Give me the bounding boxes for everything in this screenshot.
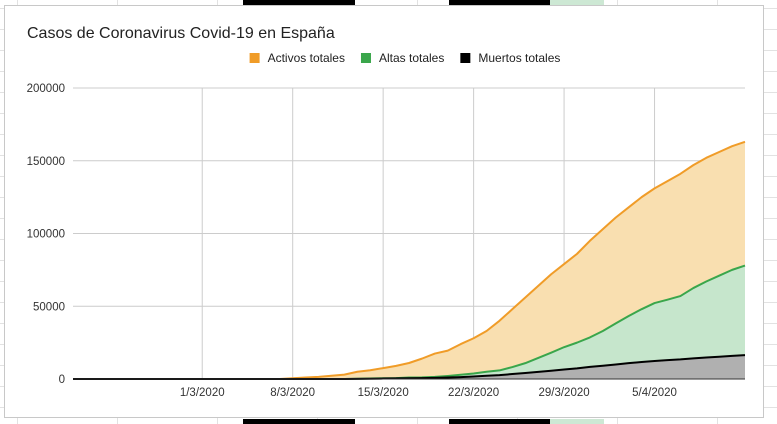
legend-swatch-0 <box>249 53 260 63</box>
spreadsheet-cell-selected <box>449 0 550 5</box>
legend-swatch-2 <box>460 53 471 63</box>
y-tick-label: 50000 <box>33 301 65 313</box>
y-tick-label: 0 <box>59 374 65 386</box>
chart-legend: Activos totales Altas totales Muertos tota… <box>249 51 560 65</box>
legend-label-0: Activos totales <box>268 51 345 65</box>
spreadsheet-cell-selected <box>449 419 550 424</box>
x-tick-label: 1/3/2020 <box>180 387 225 399</box>
x-tick-label: 15/3/2020 <box>358 387 409 399</box>
legend-swatch-1 <box>360 53 371 63</box>
y-tick-label: 150000 <box>27 156 65 168</box>
chart-card[interactable]: Casos de Coronavirus Covid-19 en España … <box>4 5 764 418</box>
y-tick-label: 100000 <box>27 229 65 241</box>
chart-axes: 0 50000 100000 150000 200000 1/3/2020 8/3/2020… <box>27 83 745 399</box>
area-chart: Activos totales Altas totales Muertos tota… <box>27 51 746 399</box>
x-tick-label: 5/4/2020 <box>632 387 677 399</box>
series-area-0 <box>73 141 745 379</box>
series-area-1 <box>73 265 745 379</box>
x-tick-label: 22/3/2020 <box>448 387 499 399</box>
legend-label-2: Muertos totales <box>478 51 560 65</box>
chart-areas <box>73 141 745 379</box>
spreadsheet-cell-selected <box>243 0 355 5</box>
x-tick-label: 8/3/2020 <box>270 387 315 399</box>
spreadsheet-cell-selected <box>243 419 355 424</box>
series-area-2 <box>73 355 745 379</box>
x-tick-label: 29/3/2020 <box>538 387 589 399</box>
spreadsheet-cell-highlight <box>550 0 604 5</box>
y-tick-label: 200000 <box>27 83 65 95</box>
chart-title: Casos de Coronavirus Covid-19 en España <box>27 25 335 42</box>
legend-label-1: Altas totales <box>379 51 444 65</box>
spreadsheet-cell-highlight <box>550 419 604 424</box>
